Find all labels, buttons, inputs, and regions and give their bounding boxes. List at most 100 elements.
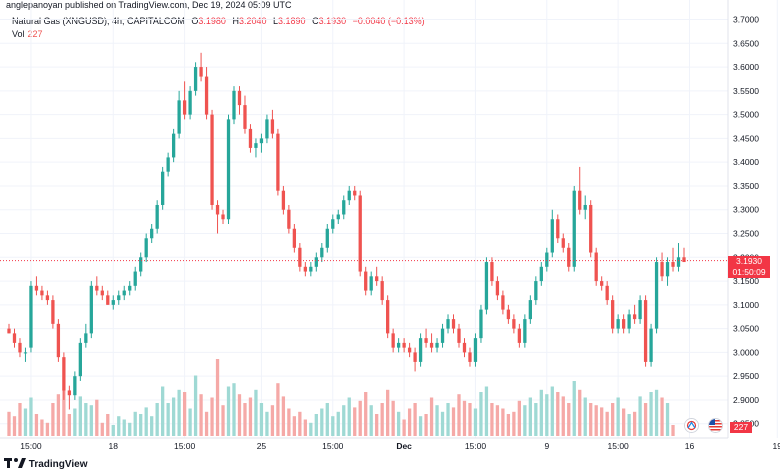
volume-bar (627, 414, 631, 436)
candle (45, 290, 50, 305)
candle (621, 314, 626, 334)
volume-bar (418, 416, 423, 436)
volume-bar (155, 403, 159, 436)
candle (221, 209, 225, 224)
candle-body (446, 319, 450, 329)
candle (654, 257, 659, 334)
candle-body (550, 219, 554, 253)
volume-bar (643, 403, 648, 436)
volume-bar (292, 416, 297, 436)
candle (490, 257, 494, 286)
candle (29, 281, 33, 353)
candle (523, 314, 527, 348)
candle (248, 124, 253, 153)
volume-bar (133, 411, 137, 436)
candle-body (407, 347, 412, 353)
candle (171, 128, 176, 163)
candle-body (78, 342, 82, 377)
candle (364, 266, 368, 296)
candle-body (479, 309, 483, 339)
candle (682, 247, 686, 263)
candle-body (281, 190, 286, 210)
volume-bar (616, 397, 620, 436)
candle-body (567, 247, 571, 267)
candle (210, 109, 214, 210)
volume-bar (649, 392, 653, 436)
volume-bar (73, 408, 77, 436)
candle (89, 281, 93, 339)
candle-body (660, 262, 664, 277)
candle-body (320, 247, 324, 258)
candle (84, 323, 88, 348)
candle-body (276, 133, 280, 191)
candle (18, 338, 22, 358)
low-label: L (273, 16, 279, 26)
volume-bar (199, 394, 203, 436)
candle-body (435, 342, 439, 348)
chart-grid (0, 0, 778, 438)
footer-brand[interactable]: TradingView (4, 458, 88, 471)
volume-bar (665, 403, 670, 436)
volume-bar (89, 405, 93, 436)
candle-body (215, 204, 220, 215)
us-flag-icon[interactable] (708, 418, 723, 433)
candle-body (155, 204, 159, 229)
candle-body (67, 390, 72, 396)
candle-body (7, 328, 11, 334)
candle (556, 214, 560, 244)
candle-body (386, 300, 390, 334)
candle-body (270, 119, 275, 134)
volume-bar (512, 411, 516, 436)
candle-body (594, 252, 598, 282)
volume-bar (534, 403, 538, 436)
volume-label[interactable]: Vol (12, 29, 25, 39)
volume-bar (457, 394, 461, 436)
candle-body (287, 209, 291, 229)
candle-body (578, 190, 582, 210)
volume-bar (462, 400, 467, 436)
candle-body (402, 342, 406, 348)
tradingview-logo-icon (4, 458, 26, 471)
volume-bar (424, 414, 428, 436)
x-tick-label: 9 (544, 441, 549, 451)
candle (539, 262, 543, 286)
symbol-label[interactable]: Natural Gas (XNGUSD), 4h, CAPITALCOM (12, 16, 185, 26)
candle (276, 128, 280, 196)
time-axis: 15:00 18 15:00 25 15:00 Dec 15:00 9 15:00 16 19 (20, 441, 780, 451)
volume-bar (34, 414, 39, 436)
candle-body (627, 314, 631, 329)
candle (660, 252, 664, 282)
candle (457, 323, 461, 348)
eu-flag-icon[interactable] (684, 418, 699, 433)
volume-bar (380, 403, 384, 436)
candle-body (616, 319, 620, 329)
candle-body (643, 300, 648, 362)
candle-body (353, 190, 357, 196)
volume-bar (188, 408, 192, 436)
candle-body (380, 281, 384, 301)
candle-body (177, 100, 181, 134)
volume-bar (298, 411, 302, 436)
volume-bar (45, 422, 50, 436)
candle-body (649, 328, 653, 362)
low-value: 3.1890 (278, 16, 306, 26)
candle-body (89, 285, 93, 334)
candle-body (501, 295, 505, 310)
candle-body (182, 100, 187, 115)
volume-bar (314, 414, 318, 436)
candle-body (589, 204, 593, 253)
candle-body (193, 67, 198, 91)
last-price-tag: 3.1930 01:50:09 (728, 255, 770, 278)
volume-bar (528, 397, 532, 436)
candle (62, 352, 66, 400)
volume-bar (303, 419, 307, 436)
candle (380, 276, 384, 305)
candle-body (254, 143, 258, 148)
volume-bar (556, 392, 560, 436)
candle (671, 247, 675, 272)
candle-body (150, 228, 154, 239)
candle-body (95, 285, 99, 291)
volume-bar (654, 389, 659, 436)
candle (600, 276, 604, 291)
